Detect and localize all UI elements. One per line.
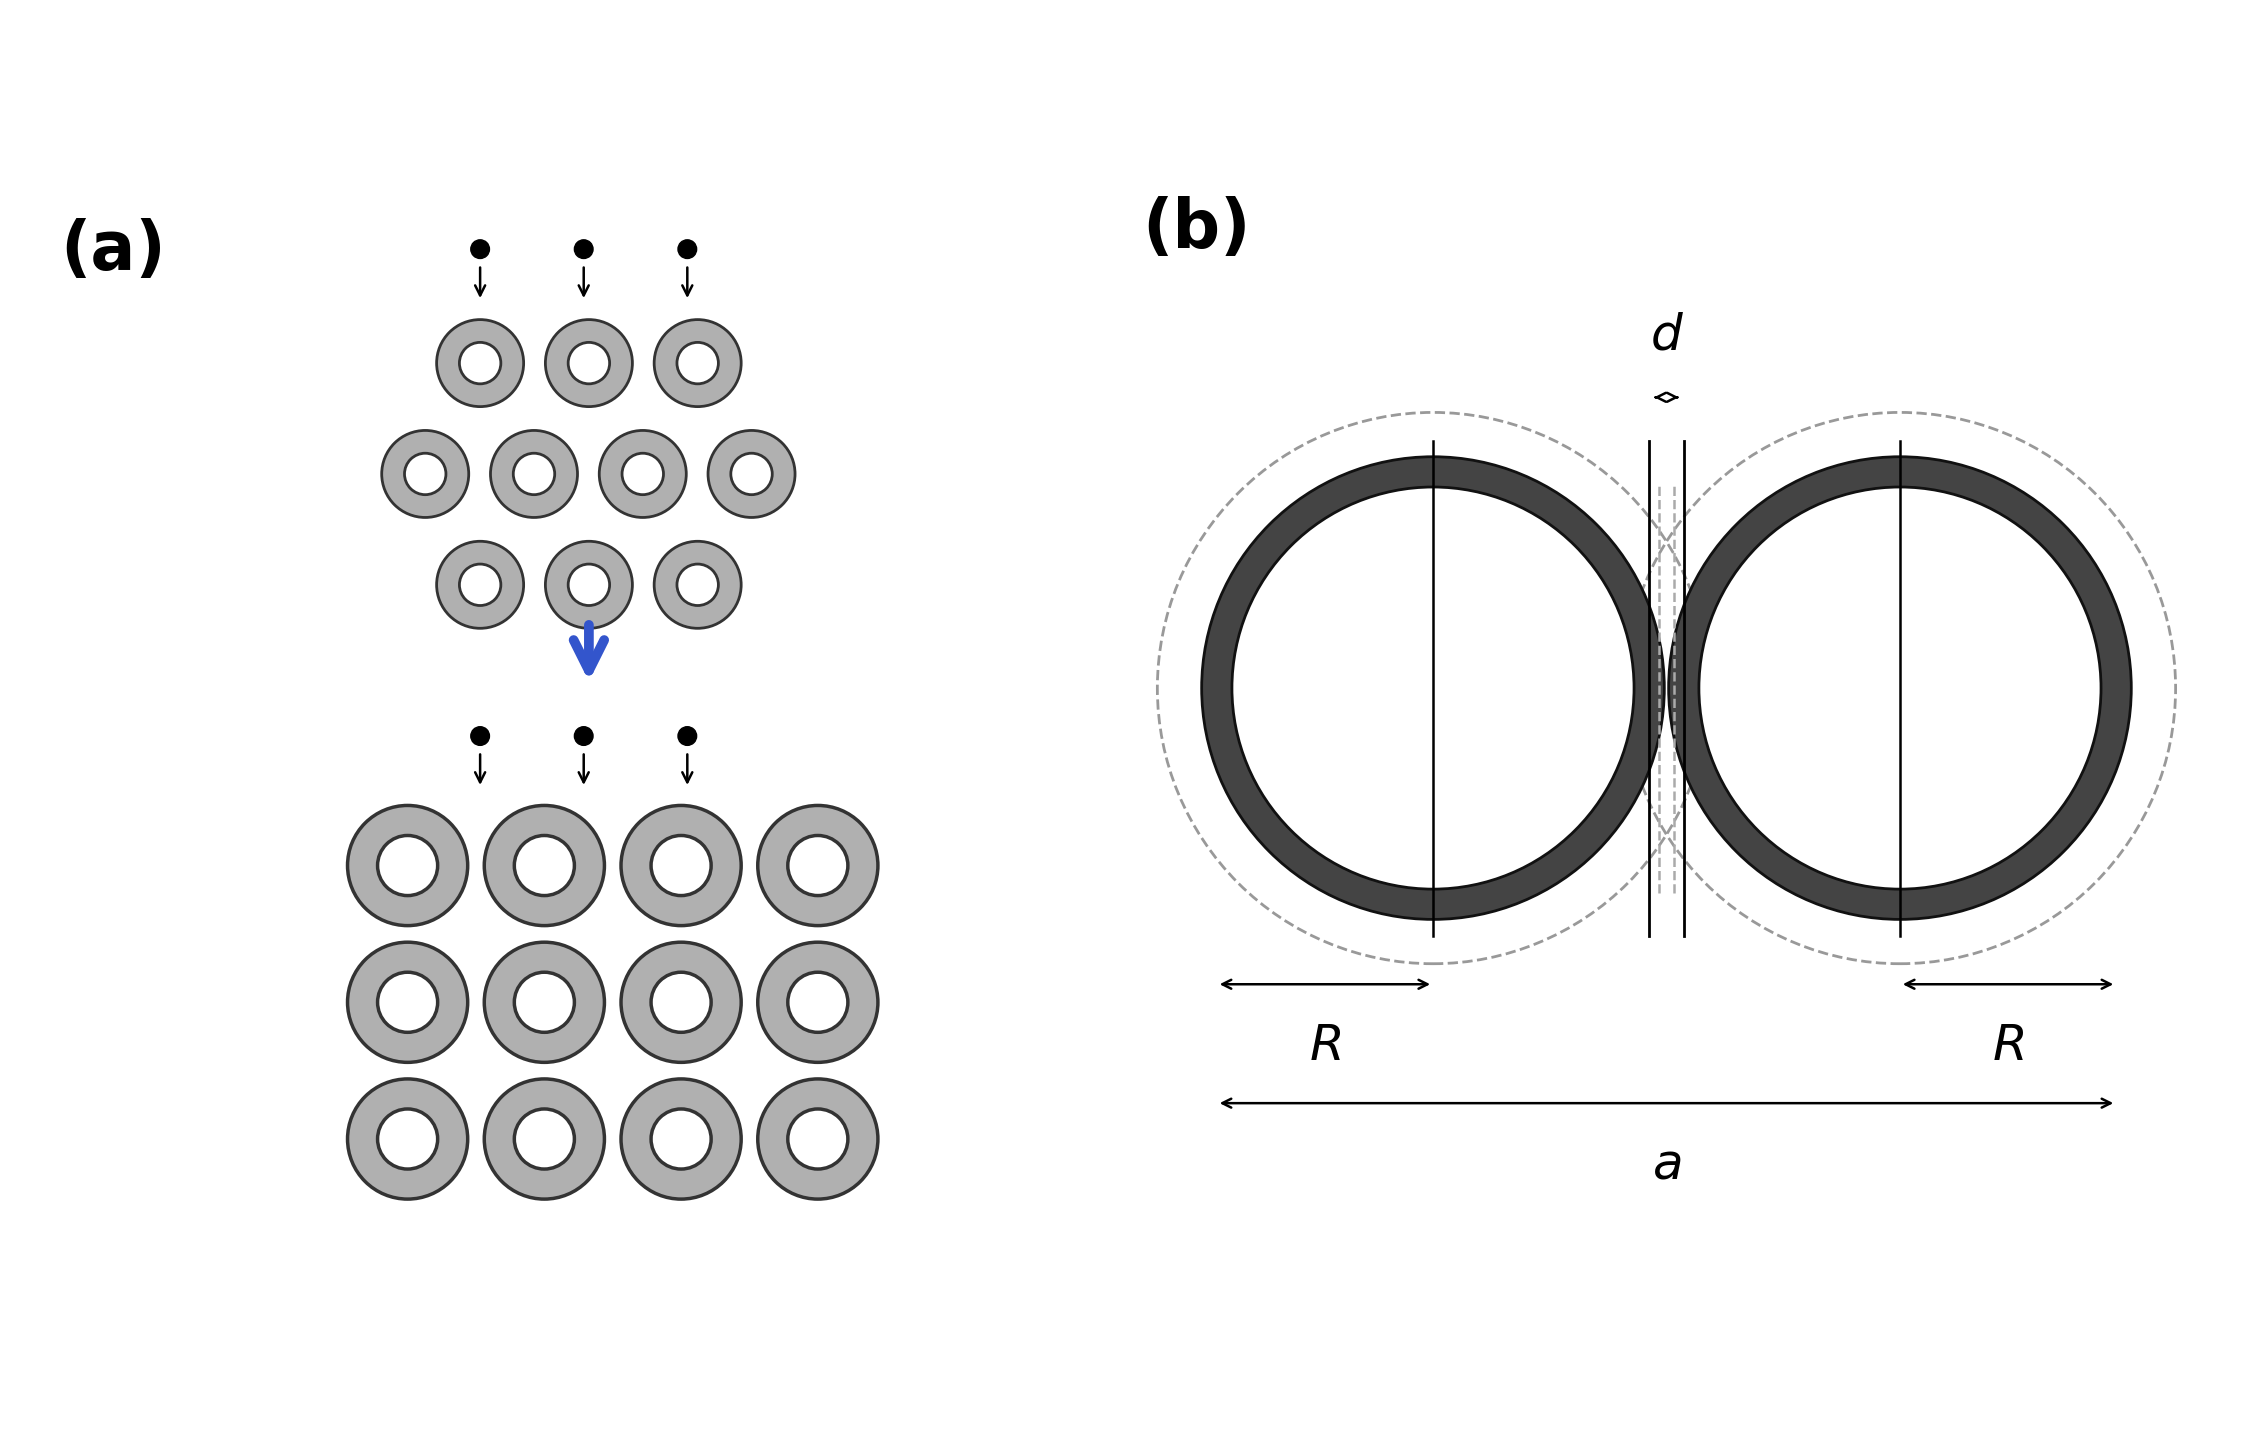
Circle shape bbox=[1232, 487, 1635, 889]
Circle shape bbox=[1669, 457, 2130, 919]
Circle shape bbox=[574, 726, 592, 745]
Circle shape bbox=[471, 726, 489, 745]
Circle shape bbox=[513, 973, 574, 1032]
Text: $R$: $R$ bbox=[1308, 1022, 1340, 1071]
Circle shape bbox=[568, 563, 610, 605]
Circle shape bbox=[437, 320, 525, 406]
Circle shape bbox=[347, 1079, 468, 1199]
Circle shape bbox=[491, 431, 577, 517]
Circle shape bbox=[513, 1110, 574, 1169]
Circle shape bbox=[678, 343, 718, 383]
Circle shape bbox=[757, 806, 878, 925]
Circle shape bbox=[405, 454, 446, 494]
Circle shape bbox=[651, 973, 712, 1032]
Text: $d$: $d$ bbox=[1648, 311, 1684, 359]
Text: $a$: $a$ bbox=[1651, 1141, 1682, 1189]
Circle shape bbox=[757, 942, 878, 1062]
Circle shape bbox=[378, 973, 437, 1032]
Circle shape bbox=[484, 806, 604, 925]
Circle shape bbox=[678, 563, 718, 605]
Circle shape bbox=[545, 542, 633, 628]
Circle shape bbox=[651, 1110, 712, 1169]
Circle shape bbox=[599, 431, 687, 517]
Circle shape bbox=[622, 454, 664, 494]
Circle shape bbox=[651, 836, 712, 895]
Circle shape bbox=[378, 1110, 437, 1169]
Circle shape bbox=[1203, 457, 1664, 919]
Circle shape bbox=[484, 1079, 604, 1199]
Circle shape bbox=[788, 973, 849, 1032]
Circle shape bbox=[653, 542, 741, 628]
Circle shape bbox=[622, 942, 741, 1062]
Circle shape bbox=[653, 320, 741, 406]
Circle shape bbox=[678, 726, 696, 745]
Circle shape bbox=[378, 836, 437, 895]
Circle shape bbox=[1698, 487, 2101, 889]
Circle shape bbox=[678, 239, 696, 258]
Circle shape bbox=[459, 343, 500, 383]
Circle shape bbox=[574, 239, 592, 258]
Circle shape bbox=[757, 1079, 878, 1199]
Text: (a): (a) bbox=[61, 218, 167, 284]
Circle shape bbox=[471, 239, 489, 258]
Circle shape bbox=[383, 431, 468, 517]
Circle shape bbox=[622, 806, 741, 925]
Circle shape bbox=[568, 343, 610, 383]
Circle shape bbox=[459, 563, 500, 605]
Text: $R$: $R$ bbox=[1993, 1022, 2025, 1071]
Circle shape bbox=[513, 836, 574, 895]
Circle shape bbox=[788, 836, 849, 895]
Circle shape bbox=[513, 454, 554, 494]
Text: (b): (b) bbox=[1142, 196, 1250, 262]
Circle shape bbox=[484, 942, 604, 1062]
Circle shape bbox=[732, 454, 772, 494]
Circle shape bbox=[788, 1110, 849, 1169]
Circle shape bbox=[545, 320, 633, 406]
Circle shape bbox=[347, 942, 468, 1062]
Circle shape bbox=[437, 542, 525, 628]
Circle shape bbox=[707, 431, 795, 517]
Circle shape bbox=[347, 806, 468, 925]
Circle shape bbox=[622, 1079, 741, 1199]
